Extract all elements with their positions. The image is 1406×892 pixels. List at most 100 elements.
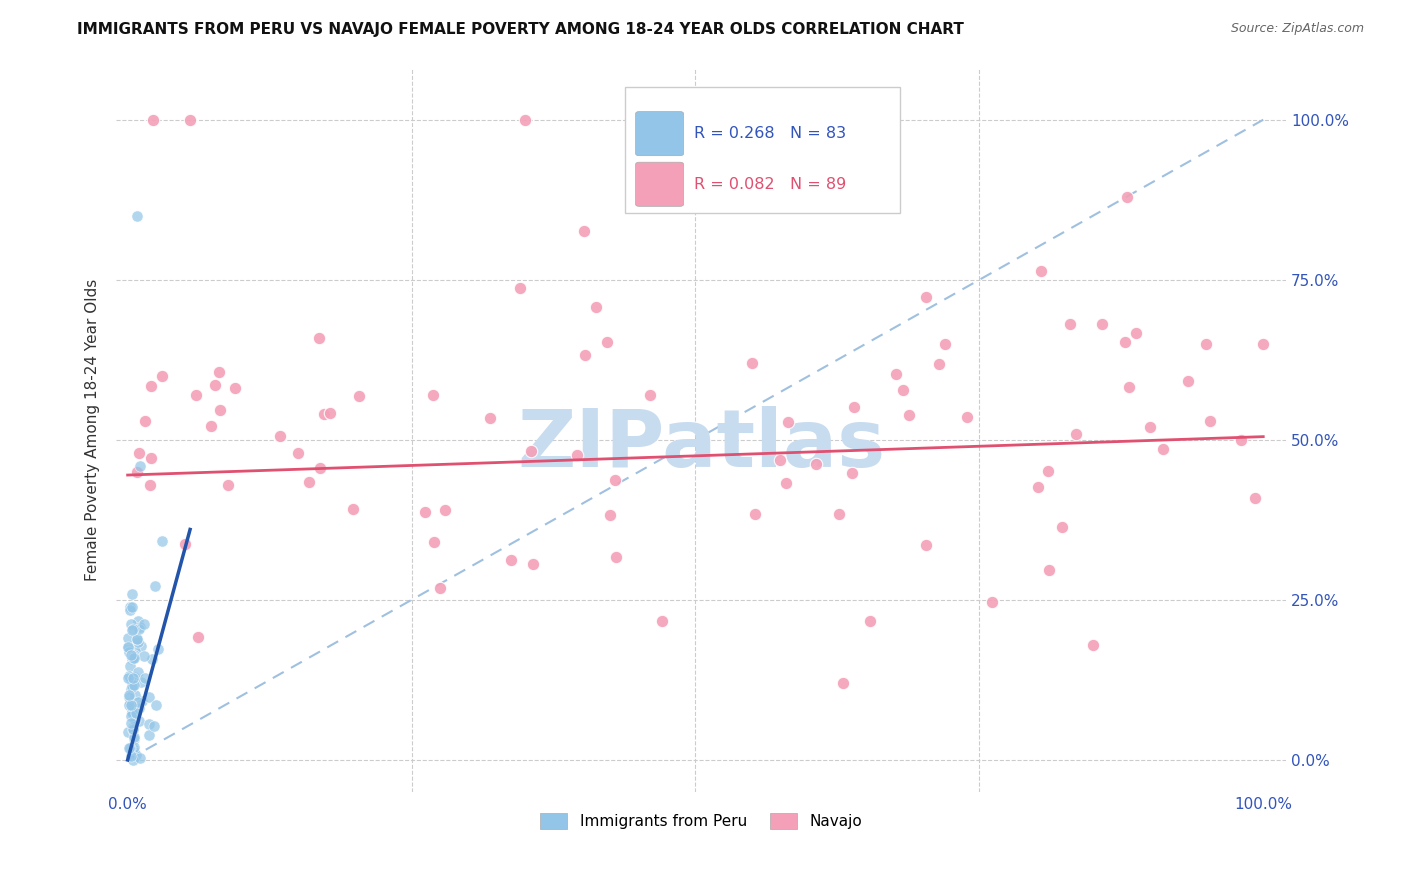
Point [858,614,880,628]
Point [928,357,950,371]
Point [118,644,141,658]
Point [128,445,150,459]
Point [120,709,142,723]
Point [129,620,152,634]
Point [187,630,209,644]
Point [886,367,908,381]
Point [122,731,145,746]
Point [1195,336,1218,351]
Point [434,502,457,516]
Point [842,401,865,415]
Point [1198,414,1220,428]
Point [769,453,792,467]
Point [565,448,588,462]
Point [138,717,160,731]
Point [522,557,544,571]
Point [124,731,146,745]
Point [127,614,149,628]
Point [120,740,142,755]
Point [1139,420,1161,434]
Point [129,459,152,474]
Point [122,651,145,665]
Point [117,671,139,685]
Point [122,700,145,714]
Point [121,706,143,721]
Point [124,670,146,684]
Point [1243,491,1265,505]
Point [828,507,851,521]
Point [118,659,141,673]
Point [1116,189,1139,203]
Point [209,402,232,417]
Point [121,723,143,737]
Point [121,586,143,600]
Point [121,600,143,615]
Point [1114,335,1136,350]
Point [775,475,797,490]
Point [134,649,156,664]
Point [124,714,146,728]
Point [145,698,167,712]
Point [1177,375,1199,389]
Point [174,537,197,551]
Point [741,356,763,370]
Y-axis label: Female Poverty Among 18-24 Year Olds: Female Poverty Among 18-24 Year Olds [86,279,100,582]
Point [891,384,914,398]
Point [184,388,207,402]
Point [124,644,146,658]
Point [1026,479,1049,493]
Point [120,600,142,615]
Point [200,419,222,434]
Point [124,678,146,692]
Point [118,698,141,712]
Text: R = 0.082   N = 89: R = 0.082 N = 89 [695,177,846,192]
Point [134,414,156,428]
Point [319,406,342,420]
Point [121,623,143,637]
Point [934,336,956,351]
Point [120,716,142,731]
Text: Source: ZipAtlas.com: Source: ZipAtlas.com [1230,22,1364,36]
Point [138,728,160,742]
Point [122,622,145,636]
Point [134,617,156,632]
Point [298,475,321,490]
Point [804,458,827,472]
Point [1038,563,1060,577]
Point [117,640,139,654]
Point [429,581,451,595]
Point [342,502,364,516]
Point [1036,464,1059,478]
Point [415,504,437,518]
Point [118,740,141,755]
Point [122,721,145,735]
Point [122,742,145,756]
Point [224,381,246,395]
Point [915,290,938,304]
Point [138,690,160,705]
Point [269,429,291,443]
Point [603,474,626,488]
Point [134,671,156,685]
Point [572,224,595,238]
Point [651,615,673,629]
Point [127,695,149,709]
Point [217,477,239,491]
Point [118,696,141,710]
Point [121,652,143,666]
Point [915,538,938,552]
Point [122,745,145,759]
Point [127,635,149,649]
Point [1029,264,1052,278]
Point [118,602,141,616]
Point [956,410,979,425]
Point [1081,638,1104,652]
Point [1118,380,1140,394]
Point [312,407,335,421]
Point [778,416,800,430]
Point [638,388,661,402]
Point [122,671,145,685]
Point [122,723,145,737]
Point [129,675,152,690]
Point [120,682,142,697]
